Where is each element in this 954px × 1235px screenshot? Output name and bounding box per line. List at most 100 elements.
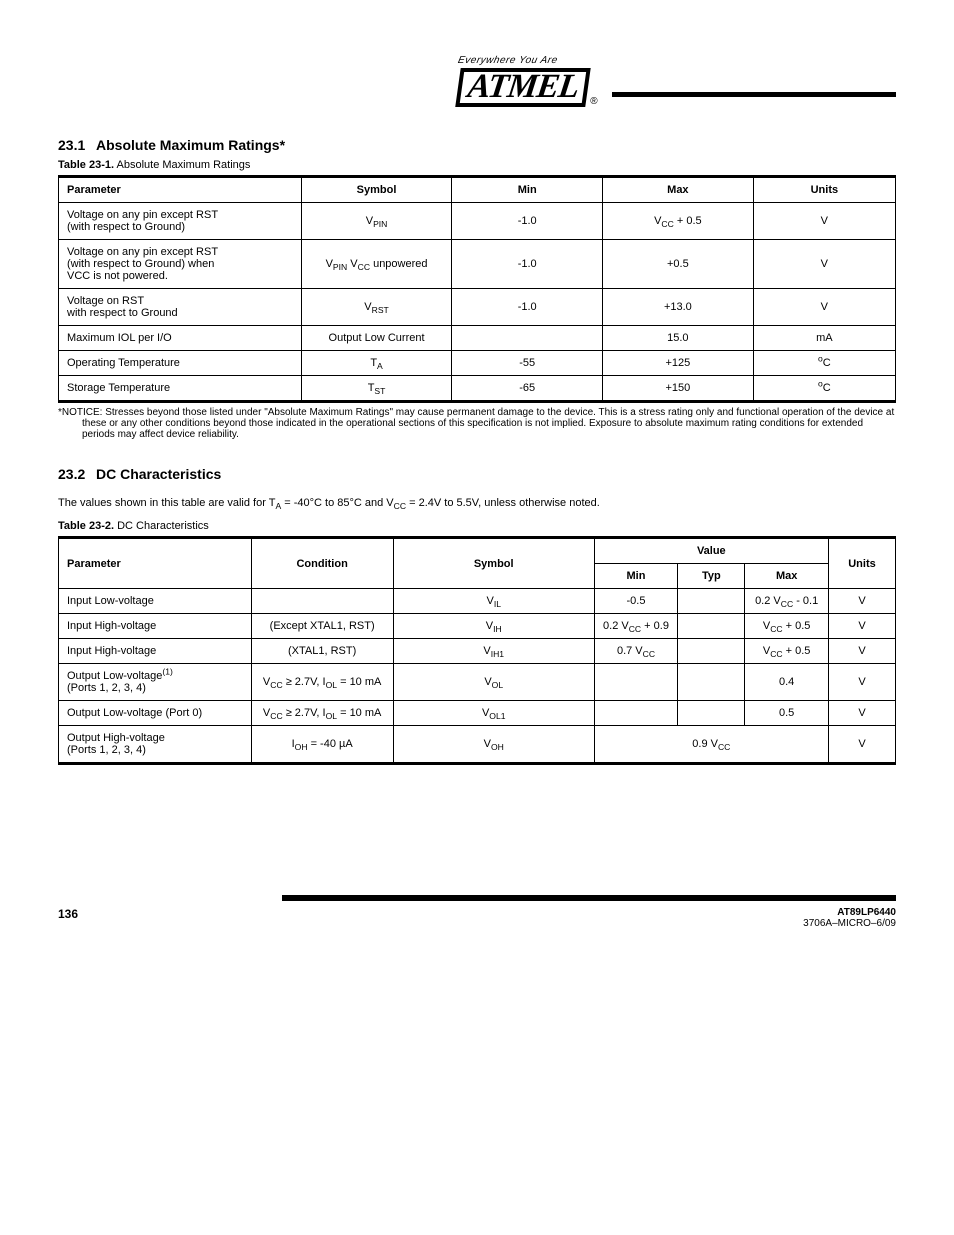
cell: V <box>828 664 895 701</box>
cell <box>678 614 745 639</box>
cell: IOH = -40 µA <box>251 726 393 764</box>
cell: Storage Temperature <box>59 375 302 401</box>
cell: Voltage on RST with respect to Ground <box>59 288 302 325</box>
cell: V <box>828 589 895 614</box>
cell: V <box>828 701 895 726</box>
logo: Everywhere You Are ATMEL® <box>458 50 598 107</box>
cell: 0.7 VCC <box>594 639 678 664</box>
section-title: DC Characteristics <box>96 466 221 482</box>
cell: VOH <box>393 726 594 764</box>
table-row: Input High-voltage (XTAL1, RST) VIH1 0.7… <box>59 639 896 664</box>
cell: VCC + 0.5 <box>745 639 829 664</box>
cell: Output Low-voltage (Port 0) <box>59 701 252 726</box>
cell <box>678 589 745 614</box>
cell: +150 <box>603 375 754 401</box>
col-max: Max <box>603 176 754 202</box>
cell: -0.5 <box>594 589 678 614</box>
cell: -1.0 <box>452 288 603 325</box>
page-footer: 136 AT89LP6440 3706A–MICRO–6/09 <box>58 907 896 929</box>
cell: -1.0 <box>452 239 603 288</box>
cell: 0.2 VCC - 0.1 <box>745 589 829 614</box>
col-symbol: Symbol <box>393 538 594 589</box>
table-row: Output Low-voltage(1) (Ports 1, 2, 3, 4)… <box>59 664 896 701</box>
table-label: Table 23-2. <box>58 520 114 532</box>
cell: 15.0 <box>603 325 754 350</box>
page-header: Everywhere You Are ATMEL® <box>58 50 896 107</box>
cell: 0.4 <box>745 664 829 701</box>
cell: mA <box>753 325 895 350</box>
cell: VIH <box>393 614 594 639</box>
table-23-1-note: *NOTICE: Stresses beyond those listed un… <box>58 407 896 440</box>
col-max: Max <box>745 564 829 589</box>
cell <box>678 639 745 664</box>
cell: -1.0 <box>452 202 603 239</box>
header-rule <box>612 92 896 97</box>
cell <box>678 664 745 701</box>
table-row: Maximum IOL per I/O Output Low Current 1… <box>59 325 896 350</box>
section-title: Absolute Maximum Ratings* <box>96 137 285 153</box>
cell: V <box>828 639 895 664</box>
table-row: Voltage on RST with respect to Ground VR… <box>59 288 896 325</box>
cell: VRST <box>301 288 452 325</box>
cell: VOL <box>393 664 594 701</box>
cell <box>678 701 745 726</box>
notice-text: *NOTICE: Stresses beyond those listed un… <box>82 407 896 440</box>
cell: Output High-voltage (Ports 1, 2, 3, 4) <box>59 726 252 764</box>
table-row: Parameter Symbol Min Max Units <box>59 176 896 202</box>
col-parameter: Parameter <box>59 538 252 589</box>
table-23-2: Parameter Condition Symbol Value Units M… <box>58 536 896 765</box>
col-condition: Condition <box>251 538 393 589</box>
cell: VCC ≥ 2.7V, IOL = 10 mA <box>251 664 393 701</box>
col-min: Min <box>594 564 678 589</box>
section-number: 23.2 <box>58 466 96 482</box>
cell: VPIN VCC unpowered <box>301 239 452 288</box>
cell: VCC + 0.5 <box>603 202 754 239</box>
cell: oC <box>753 350 895 375</box>
cell: VOL1 <box>393 701 594 726</box>
cell: V <box>753 288 895 325</box>
page-root: Everywhere You Are ATMEL® 23.1 Absolute … <box>0 0 954 969</box>
col-min: Min <box>452 176 603 202</box>
section-23-2-head: 23.2 DC Characteristics <box>58 466 896 482</box>
cell: Voltage on any pin except RST (with resp… <box>59 239 302 288</box>
cell: VIH1 <box>393 639 594 664</box>
col-units: Units <box>753 176 895 202</box>
section-number: 23.1 <box>58 137 96 153</box>
col-units: Units <box>828 538 895 589</box>
logo-text: ATMEL <box>455 68 591 107</box>
cell: VCC + 0.5 <box>745 614 829 639</box>
table-23-1: Parameter Symbol Min Max Units Voltage o… <box>58 175 896 403</box>
doc-rev: 3706A–MICRO–6/09 <box>803 918 896 929</box>
col-symbol: Symbol <box>301 176 452 202</box>
cell <box>452 325 603 350</box>
cell: V <box>753 202 895 239</box>
cell: VIL <box>393 589 594 614</box>
cell: VCC ≥ 2.7V, IOL = 10 mA <box>251 701 393 726</box>
col-typ: Typ <box>678 564 745 589</box>
cell: +125 <box>603 350 754 375</box>
cell: Input Low-voltage <box>59 589 252 614</box>
cell: Voltage on any pin except RST (with resp… <box>59 202 302 239</box>
cell: -55 <box>452 350 603 375</box>
cell: 0.2 VCC + 0.9 <box>594 614 678 639</box>
table-row: Voltage on any pin except RST (with resp… <box>59 202 896 239</box>
footer-right: AT89LP6440 3706A–MICRO–6/09 <box>803 907 896 929</box>
logo-reg: ® <box>590 96 597 107</box>
table-row: Parameter Condition Symbol Value Units <box>59 538 896 564</box>
cell: (XTAL1, RST) <box>251 639 393 664</box>
cell: TST <box>301 375 452 401</box>
table-23-2-caption: Table 23-2. DC Characteristics <box>58 520 896 532</box>
table-label: Table 23-1. <box>58 159 114 171</box>
table-23-1-caption: Table 23-1. Absolute Maximum Ratings <box>58 159 896 171</box>
cell: oC <box>753 375 895 401</box>
cell: (Except XTAL1, RST) <box>251 614 393 639</box>
cell <box>594 701 678 726</box>
table-row: Storage Temperature TST -65 +150 oC <box>59 375 896 401</box>
footer-rule <box>282 895 896 901</box>
table-title: Absolute Maximum Ratings <box>117 159 251 171</box>
doc-name: AT89LP6440 <box>837 907 896 918</box>
table-row: Operating Temperature TA -55 +125 oC <box>59 350 896 375</box>
cell: Input High-voltage <box>59 614 252 639</box>
cell <box>594 664 678 701</box>
cell: V <box>828 614 895 639</box>
